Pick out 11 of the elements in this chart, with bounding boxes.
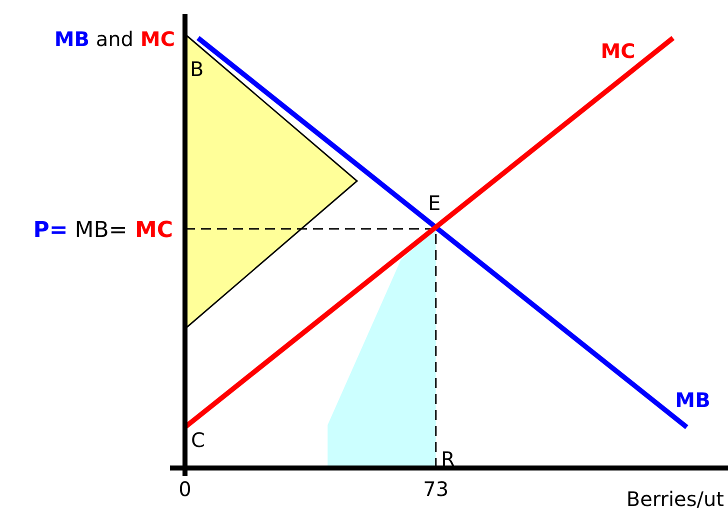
annotation: C xyxy=(191,428,205,452)
x-tick-label: 73 xyxy=(423,477,449,501)
ref-line-label: P= MB= MC xyxy=(33,218,173,243)
y-axis-title: MB and MC xyxy=(54,27,175,51)
series-label: MC xyxy=(600,39,636,63)
x-tick-label: 0 xyxy=(178,477,192,501)
annotation: E xyxy=(428,191,441,215)
annotation: B xyxy=(190,57,204,81)
series-label: MB xyxy=(675,388,710,412)
x-axis-title: Berries/ut xyxy=(626,487,724,510)
annotation: R xyxy=(441,447,455,471)
